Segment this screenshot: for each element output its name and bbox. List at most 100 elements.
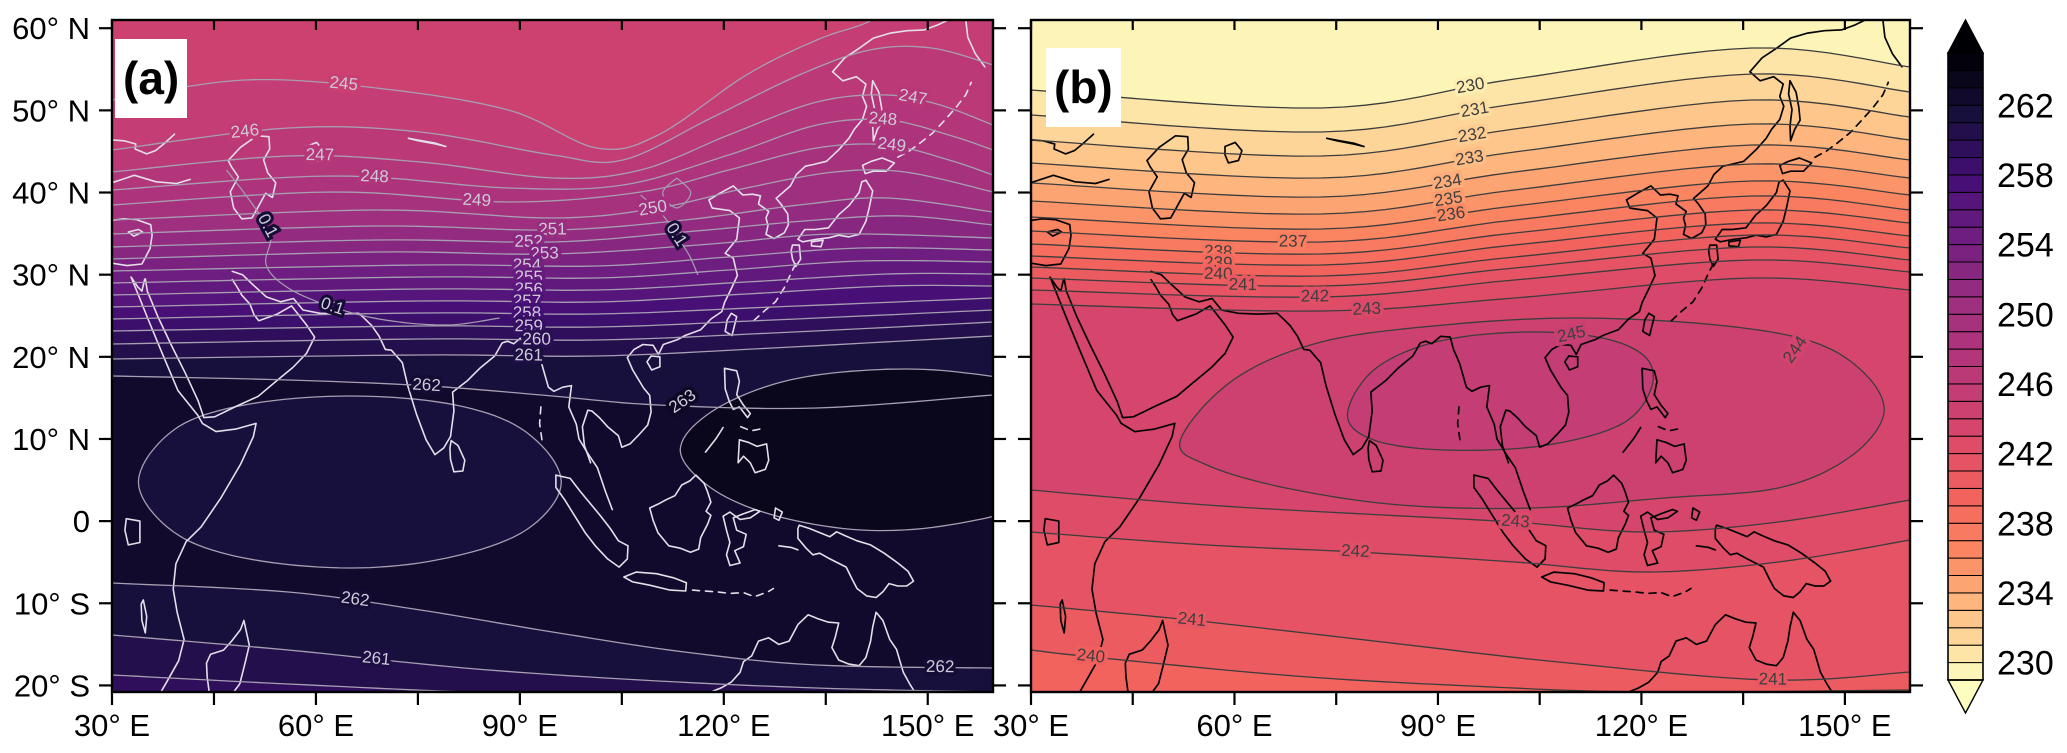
contour-line-251: [112, 197, 993, 235]
x-axis-label: 60° E: [278, 708, 354, 743]
colorbar-segment: [1947, 104, 1984, 124]
coastline-andaman-islands: [538, 406, 544, 444]
y-axis-label: 30° N: [12, 258, 90, 293]
colorbar-segment: [1947, 261, 1984, 280]
contour-label-251: 251: [538, 219, 566, 238]
coastline-mindanao: [737, 439, 770, 474]
contour-label-241: 241: [1229, 275, 1258, 294]
band-fill: [1031, 144, 1910, 215]
x-axis-label: 120° E: [677, 708, 770, 743]
coastline-shikoku: [810, 239, 824, 248]
coastline-hokkaido: [861, 157, 896, 175]
colorbar-segment: [1947, 331, 1984, 350]
coastline-kuril-islands: [897, 81, 972, 158]
contour-line-234: [1031, 144, 1910, 198]
contour-label-262: 262: [412, 375, 441, 396]
panel-b-frame: 30° E 60° E 90° E 120° E 150° E: [993, 18, 1923, 743]
contour-label-240: 240: [1204, 264, 1233, 284]
coastline-lesser-sunda: [1609, 587, 1692, 598]
band-fill: [1031, 99, 1910, 179]
contour-label-260: 260: [522, 329, 551, 348]
colorbar-label: 246: [1997, 366, 2054, 404]
x-axis-label: 90° E: [1400, 708, 1476, 743]
y-axis-label: 20° N: [12, 340, 90, 375]
contour-line-247: [112, 94, 993, 180]
y-axis-label: 0: [73, 504, 90, 539]
contour-line-257: [112, 284, 993, 308]
band-fill: [1031, 73, 1910, 157]
coastline-luzon: [723, 367, 752, 419]
contour-line-248: [112, 118, 993, 191]
coastline-hainan: [646, 355, 661, 371]
coastline-taiwan: [724, 312, 738, 337]
panel-label-a: (a): [115, 39, 188, 118]
contour-label-240: 240: [1076, 645, 1106, 667]
colorbar-label: 258: [1997, 157, 2054, 195]
band-fill: [1031, 209, 1910, 266]
x-axis-label: 120° E: [1595, 708, 1688, 743]
contour-label-248: 248: [868, 108, 898, 129]
colorbar-outline: [1947, 52, 1984, 681]
colorbar-segment: [1947, 226, 1984, 246]
contour-label-243: 243: [1352, 299, 1381, 319]
coastline-cyprus: [127, 228, 144, 237]
coastline-aral-sea: [305, 141, 325, 164]
coastline-kyushu: [1707, 244, 1719, 268]
colorbar-segment: [1947, 157, 1984, 176]
band-fill: [1031, 195, 1910, 255]
contour-line-232: [1031, 99, 1910, 157]
coastline-taiwan: [1641, 312, 1656, 337]
panel-label-b: (b): [1046, 48, 1121, 127]
y-axis-label: 20° S: [14, 668, 90, 703]
contour-line-245: [112, 20, 874, 151]
colorbar-segment: [1947, 557, 1984, 576]
colorbar-segment: [1947, 52, 1984, 71]
x-axis-label: 30° E: [74, 708, 150, 743]
coastline-lake-balkhash: [407, 137, 447, 148]
band-fill: [112, 247, 993, 283]
contour-blob-262: [137, 395, 562, 569]
coastline-sulawesi: [722, 508, 761, 567]
colorbar-segment: [1947, 209, 1984, 228]
coastline-lake-malawi: [140, 599, 148, 634]
contour-label-261: 261: [514, 345, 543, 364]
contour-label-261: 261: [361, 647, 391, 669]
band-fill: [1031, 222, 1910, 277]
coastline-new-guinea: [797, 524, 915, 599]
coastline-kamchatka: [965, 20, 986, 68]
band-fill: [112, 119, 993, 205]
contour-line-260: [112, 674, 481, 692]
contour-line-262: [112, 582, 993, 669]
band-fill: [1031, 490, 1910, 572]
coastline-visayas: [740, 425, 761, 432]
contour-line-253: [112, 233, 993, 260]
colorbar-segment: [1947, 418, 1984, 437]
contour-label-262: 262: [926, 657, 955, 676]
contour-line-243: [1031, 489, 1910, 533]
contour-label-243: 243: [1501, 510, 1531, 531]
band-fill: [1031, 247, 1910, 298]
contour-label-254: 254: [513, 255, 542, 274]
contour-line-262: [112, 375, 993, 410]
coastline-java: [623, 571, 688, 592]
y-axis-label: 60° N: [12, 11, 90, 46]
band-fill: [112, 94, 993, 190]
y-axis-label: 40° N: [12, 176, 90, 211]
contour-label-236: 236: [1436, 203, 1467, 226]
contour-line-258: [112, 297, 993, 320]
colorbar-label: 262: [1997, 87, 2054, 125]
contour-label-255: 255: [514, 267, 543, 286]
contour-line-243: [1031, 277, 1910, 312]
colorbar-segment: [1947, 296, 1984, 315]
contour-label-241: 241: [1759, 669, 1788, 688]
band-fill: [112, 20, 993, 163]
band-fill: [112, 233, 993, 271]
band-fill: [112, 215, 993, 259]
colorbar-segment: [1947, 174, 1984, 193]
colorbar-arrow-top: [1946, 18, 1985, 54]
colorbar-segment: [1947, 592, 1984, 611]
colorbar-label: 254: [1997, 227, 2054, 265]
coastline-seram: [1695, 544, 1717, 551]
